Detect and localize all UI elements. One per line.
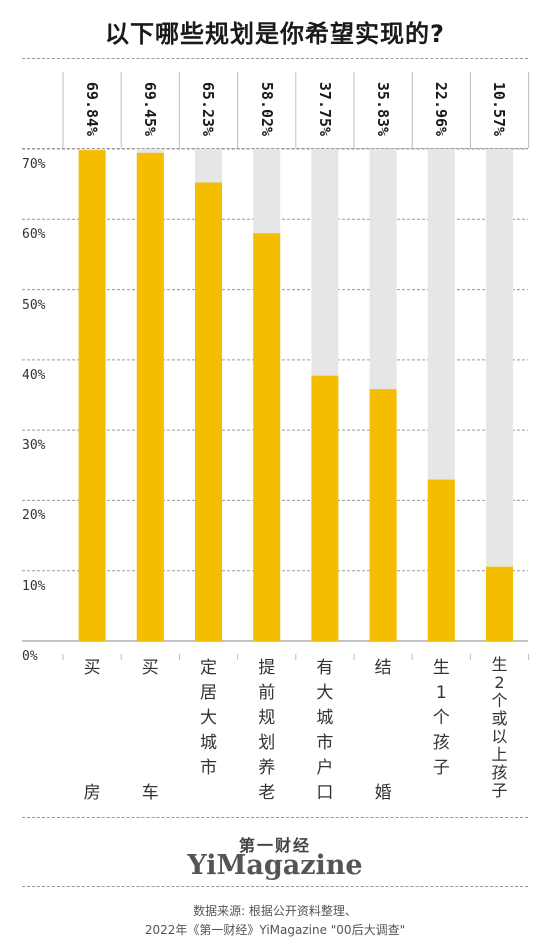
category-char: 有 — [316, 658, 334, 678]
category-char: 结 — [374, 658, 392, 678]
category-char: 市 — [200, 758, 217, 778]
bar — [195, 182, 222, 641]
brand-chinese: 第一财经 — [238, 836, 311, 855]
y-tick-label: 30% — [22, 438, 46, 454]
bar — [486, 566, 513, 641]
category-label: 有大城市户口 — [297, 656, 353, 806]
category-char: 提 — [258, 658, 276, 678]
y-tick-label: 40% — [22, 367, 46, 383]
category-char: 前 — [258, 683, 276, 703]
y-tick-label: 50% — [22, 297, 46, 313]
y-tick-label: 70% — [22, 157, 46, 172]
brand-logo: YiMagazine — [187, 850, 363, 881]
bar — [253, 233, 281, 642]
bar-track — [486, 149, 513, 641]
bar — [78, 150, 106, 641]
category-char: 2 — [494, 673, 505, 692]
y-tick-label: 20% — [22, 508, 46, 524]
bar — [311, 375, 339, 641]
category-char: 以 — [491, 727, 508, 746]
category-char: 定 — [200, 658, 217, 678]
category-char: 婚 — [374, 783, 392, 803]
category-char: 城 — [200, 733, 217, 753]
category-char: 买 — [141, 658, 159, 678]
category-char: 大 — [200, 708, 217, 728]
divider-footer — [22, 886, 528, 887]
category-label: 提前规划养老 — [239, 656, 295, 806]
category-char: 买 — [83, 658, 101, 678]
category-char: 生 — [491, 655, 508, 674]
y-tick-label: 10% — [22, 578, 46, 594]
category-char: 孩 — [432, 733, 450, 753]
category-char: 孩 — [491, 763, 508, 782]
category-char: 城 — [316, 708, 334, 728]
category-label: 买房 — [64, 656, 120, 806]
category-char: 子 — [432, 758, 450, 778]
category-char: 户 — [316, 758, 334, 778]
category-label: 定居大城市 — [181, 656, 237, 806]
category-label: 结婚 — [355, 656, 411, 806]
source-line-2: 2022年《第一财经》YiMagazine "00后大调查" — [144, 923, 406, 937]
category-char: 大 — [316, 683, 334, 703]
y-tick-label: 60% — [22, 227, 46, 243]
category-char: 子 — [491, 781, 508, 800]
category-char: 1 — [435, 683, 447, 703]
category-char: 个 — [491, 691, 508, 710]
bar — [369, 389, 397, 641]
category-char: 车 — [141, 783, 159, 803]
divider-top — [22, 58, 528, 59]
source-line-1: 数据来源: 根据公开资料整理、 — [193, 904, 357, 918]
category-char: 养 — [258, 758, 276, 778]
category-label: 生 1 个孩子 — [413, 656, 469, 806]
category-char: 老 — [258, 783, 276, 803]
category-char: 生 — [432, 658, 450, 678]
category-char: 规 — [258, 708, 276, 728]
bar-chart — [22, 72, 530, 660]
category-char: 居 — [200, 683, 217, 703]
bar — [136, 152, 164, 641]
y-tick-label: 0% — [22, 649, 38, 664]
category-label: 买车 — [122, 656, 178, 806]
category-char: 房 — [83, 783, 101, 803]
divider-bottom — [22, 817, 528, 818]
category-char: 个 — [432, 708, 450, 728]
category-char: 市 — [316, 733, 334, 753]
category-char: 划 — [258, 733, 276, 753]
category-char: 上 — [491, 745, 508, 764]
chart-title: 以下哪些规划是你希望实现的? — [105, 20, 445, 48]
category-char: 口 — [316, 783, 334, 803]
bar — [427, 479, 455, 641]
category-char: 或 — [491, 709, 508, 728]
